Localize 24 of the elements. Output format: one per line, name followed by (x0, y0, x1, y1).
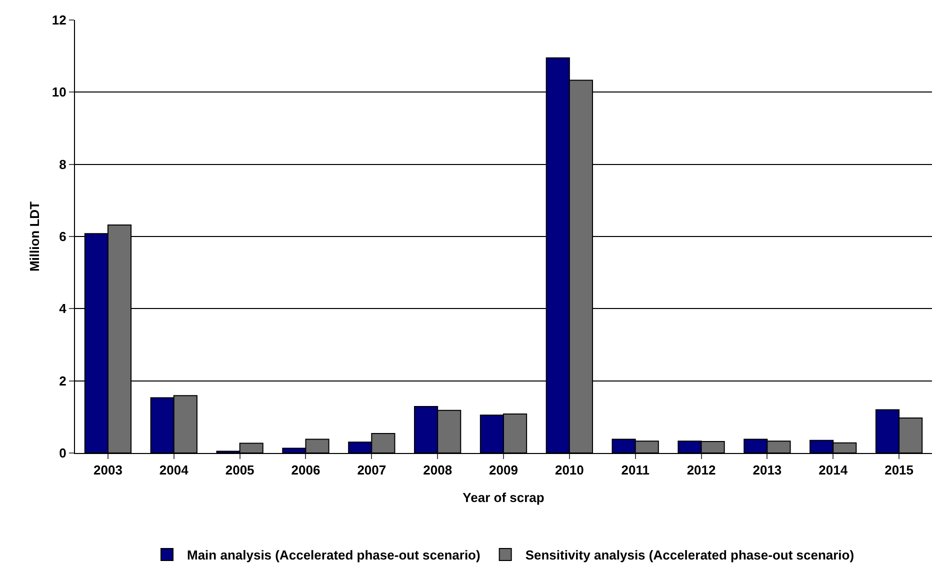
x-tick-label: 2003 (94, 462, 122, 478)
y-tick-label: 0 (59, 446, 66, 461)
legend-label: Sensitivity analysis (Accelerated phase-out scenario) (525, 548, 854, 563)
x-tick-label: 2012 (686, 462, 716, 478)
x-tick-label: 2015 (884, 462, 914, 478)
x-tick-label: 2006 (291, 462, 320, 478)
x-tick-label: 2008 (423, 462, 452, 478)
x-axis-title: Year of scrap (462, 490, 544, 505)
y-tick-label: 10 (52, 84, 66, 100)
y-tick-label: 12 (52, 12, 66, 28)
x-tick-label: 2007 (357, 462, 386, 478)
y-tick-label: 6 (59, 229, 66, 244)
y-tick-label: 8 (59, 156, 66, 172)
y-axis-title: Million LDT (27, 201, 42, 272)
x-tick-label: 2004 (159, 462, 190, 478)
x-tick-label: 2011 (621, 462, 650, 478)
x-tick-label: 2010 (554, 462, 584, 478)
y-tick-label: 2 (59, 373, 66, 388)
x-tick-label: 2013 (752, 462, 782, 478)
x-tick-label: 2005 (225, 462, 254, 478)
legend-label: Main analysis (Accelerated phase-out scenario) (187, 548, 480, 563)
x-tick-label: 2009 (489, 462, 518, 478)
y-tick-label: 4 (59, 301, 68, 316)
x-tick-label: 2014 (818, 462, 848, 478)
